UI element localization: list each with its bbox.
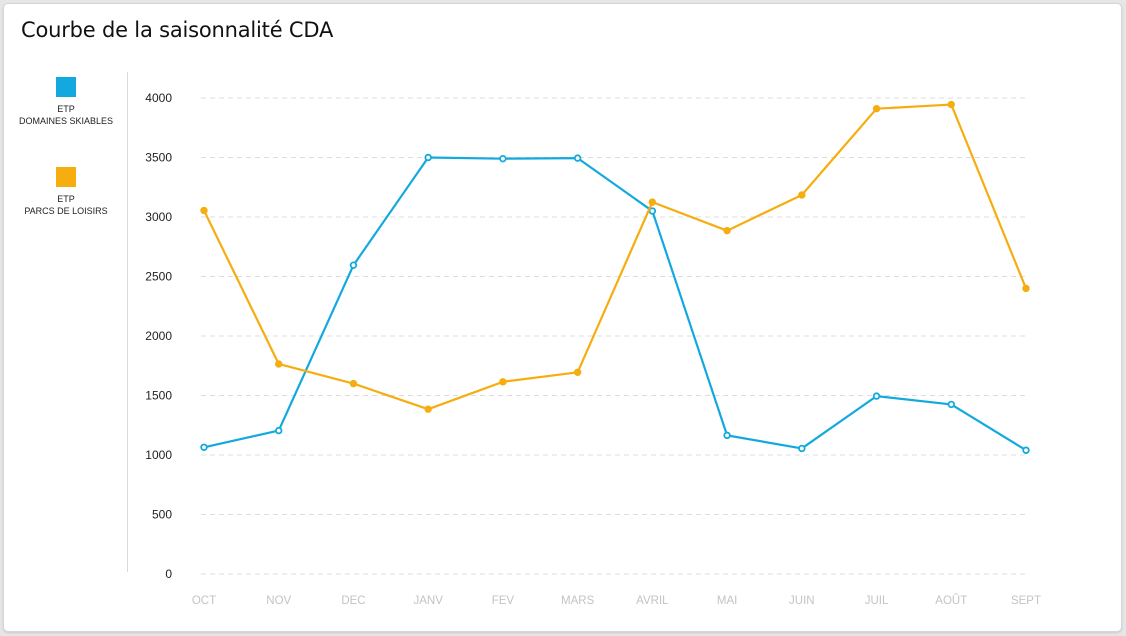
data-point <box>1022 284 1030 293</box>
data-point <box>798 191 806 199</box>
data-point <box>947 100 955 109</box>
legend-divider <box>127 72 128 572</box>
data-point <box>723 226 731 235</box>
x-tick-label: DEC <box>341 595 365 607</box>
y-tick-label: 3500 <box>145 151 172 165</box>
x-tick-label: OCT <box>192 595 216 607</box>
y-tick-label: 0 <box>165 567 172 581</box>
y-tick-label: 2500 <box>145 270 172 284</box>
data-point <box>947 400 955 409</box>
data-point <box>275 426 283 435</box>
y-tick-label: 1000 <box>145 448 172 462</box>
x-tick-label: JANV <box>413 595 443 607</box>
legend-swatch-parcs-de-loisirs <box>56 167 76 187</box>
y-tick-label: 3000 <box>145 210 172 224</box>
data-point <box>573 154 582 162</box>
series-line-1 <box>203 103 1028 411</box>
data-point <box>1022 446 1030 454</box>
y-tick-label: 2000 <box>145 329 172 343</box>
x-tick-label: MAI <box>717 595 737 607</box>
x-tick-label: AVRIL <box>636 595 669 607</box>
x-tick-label: AOÛT <box>935 594 967 607</box>
data-point <box>349 261 358 269</box>
data-point <box>200 443 208 451</box>
x-tick-label: JUIL <box>865 595 889 607</box>
data-point <box>200 206 208 215</box>
x-tick-label: JUIN <box>789 595 815 607</box>
x-tick-label: MARS <box>561 595 595 607</box>
x-tick-label: FEV <box>492 595 515 607</box>
data-point <box>349 379 358 388</box>
line-chart: 0 500 1000 1500 2000 2500 3000 3500 4000 OCT NOV DE… <box>145 91 1041 607</box>
data-point <box>723 431 731 440</box>
legend-label-line1: ETP <box>57 104 75 114</box>
y-tick-label: 1500 <box>145 389 172 403</box>
data-point <box>499 378 507 386</box>
data-point <box>424 405 432 413</box>
legend-item-domaines-skiables[interactable]: ETP DOMAINES SKIABLES <box>4 77 128 127</box>
data-point <box>275 360 283 368</box>
legend-label-line2: PARCS DE LOISIRS <box>24 206 108 216</box>
x-tick-label: SEPT <box>1011 595 1041 607</box>
legend-item-parcs-de-loisirs[interactable]: ETP PARCS DE LOISIRS <box>4 167 128 217</box>
x-tick-label: NOV <box>266 595 291 607</box>
data-point <box>573 368 582 376</box>
data-point <box>872 392 881 400</box>
data-point <box>798 444 806 453</box>
legend-swatch-domaines-skiables <box>56 77 76 97</box>
series-line-0 <box>203 156 1027 452</box>
legend-label-line2: DOMAINES SKIABLES <box>18 116 114 126</box>
data-point <box>648 198 657 206</box>
chart-card: Courbe de la saisonnalité CDA ETP DOMAIN… <box>3 3 1122 632</box>
y-tick-label: 500 <box>152 508 172 522</box>
data-point <box>424 153 432 162</box>
chart-title: Courbe de la saisonnalité CDA <box>21 18 334 42</box>
legend-label-line1: ETP <box>57 194 75 204</box>
y-tick-label: 4000 <box>145 91 172 105</box>
data-point <box>872 105 881 113</box>
data-point <box>499 154 507 163</box>
